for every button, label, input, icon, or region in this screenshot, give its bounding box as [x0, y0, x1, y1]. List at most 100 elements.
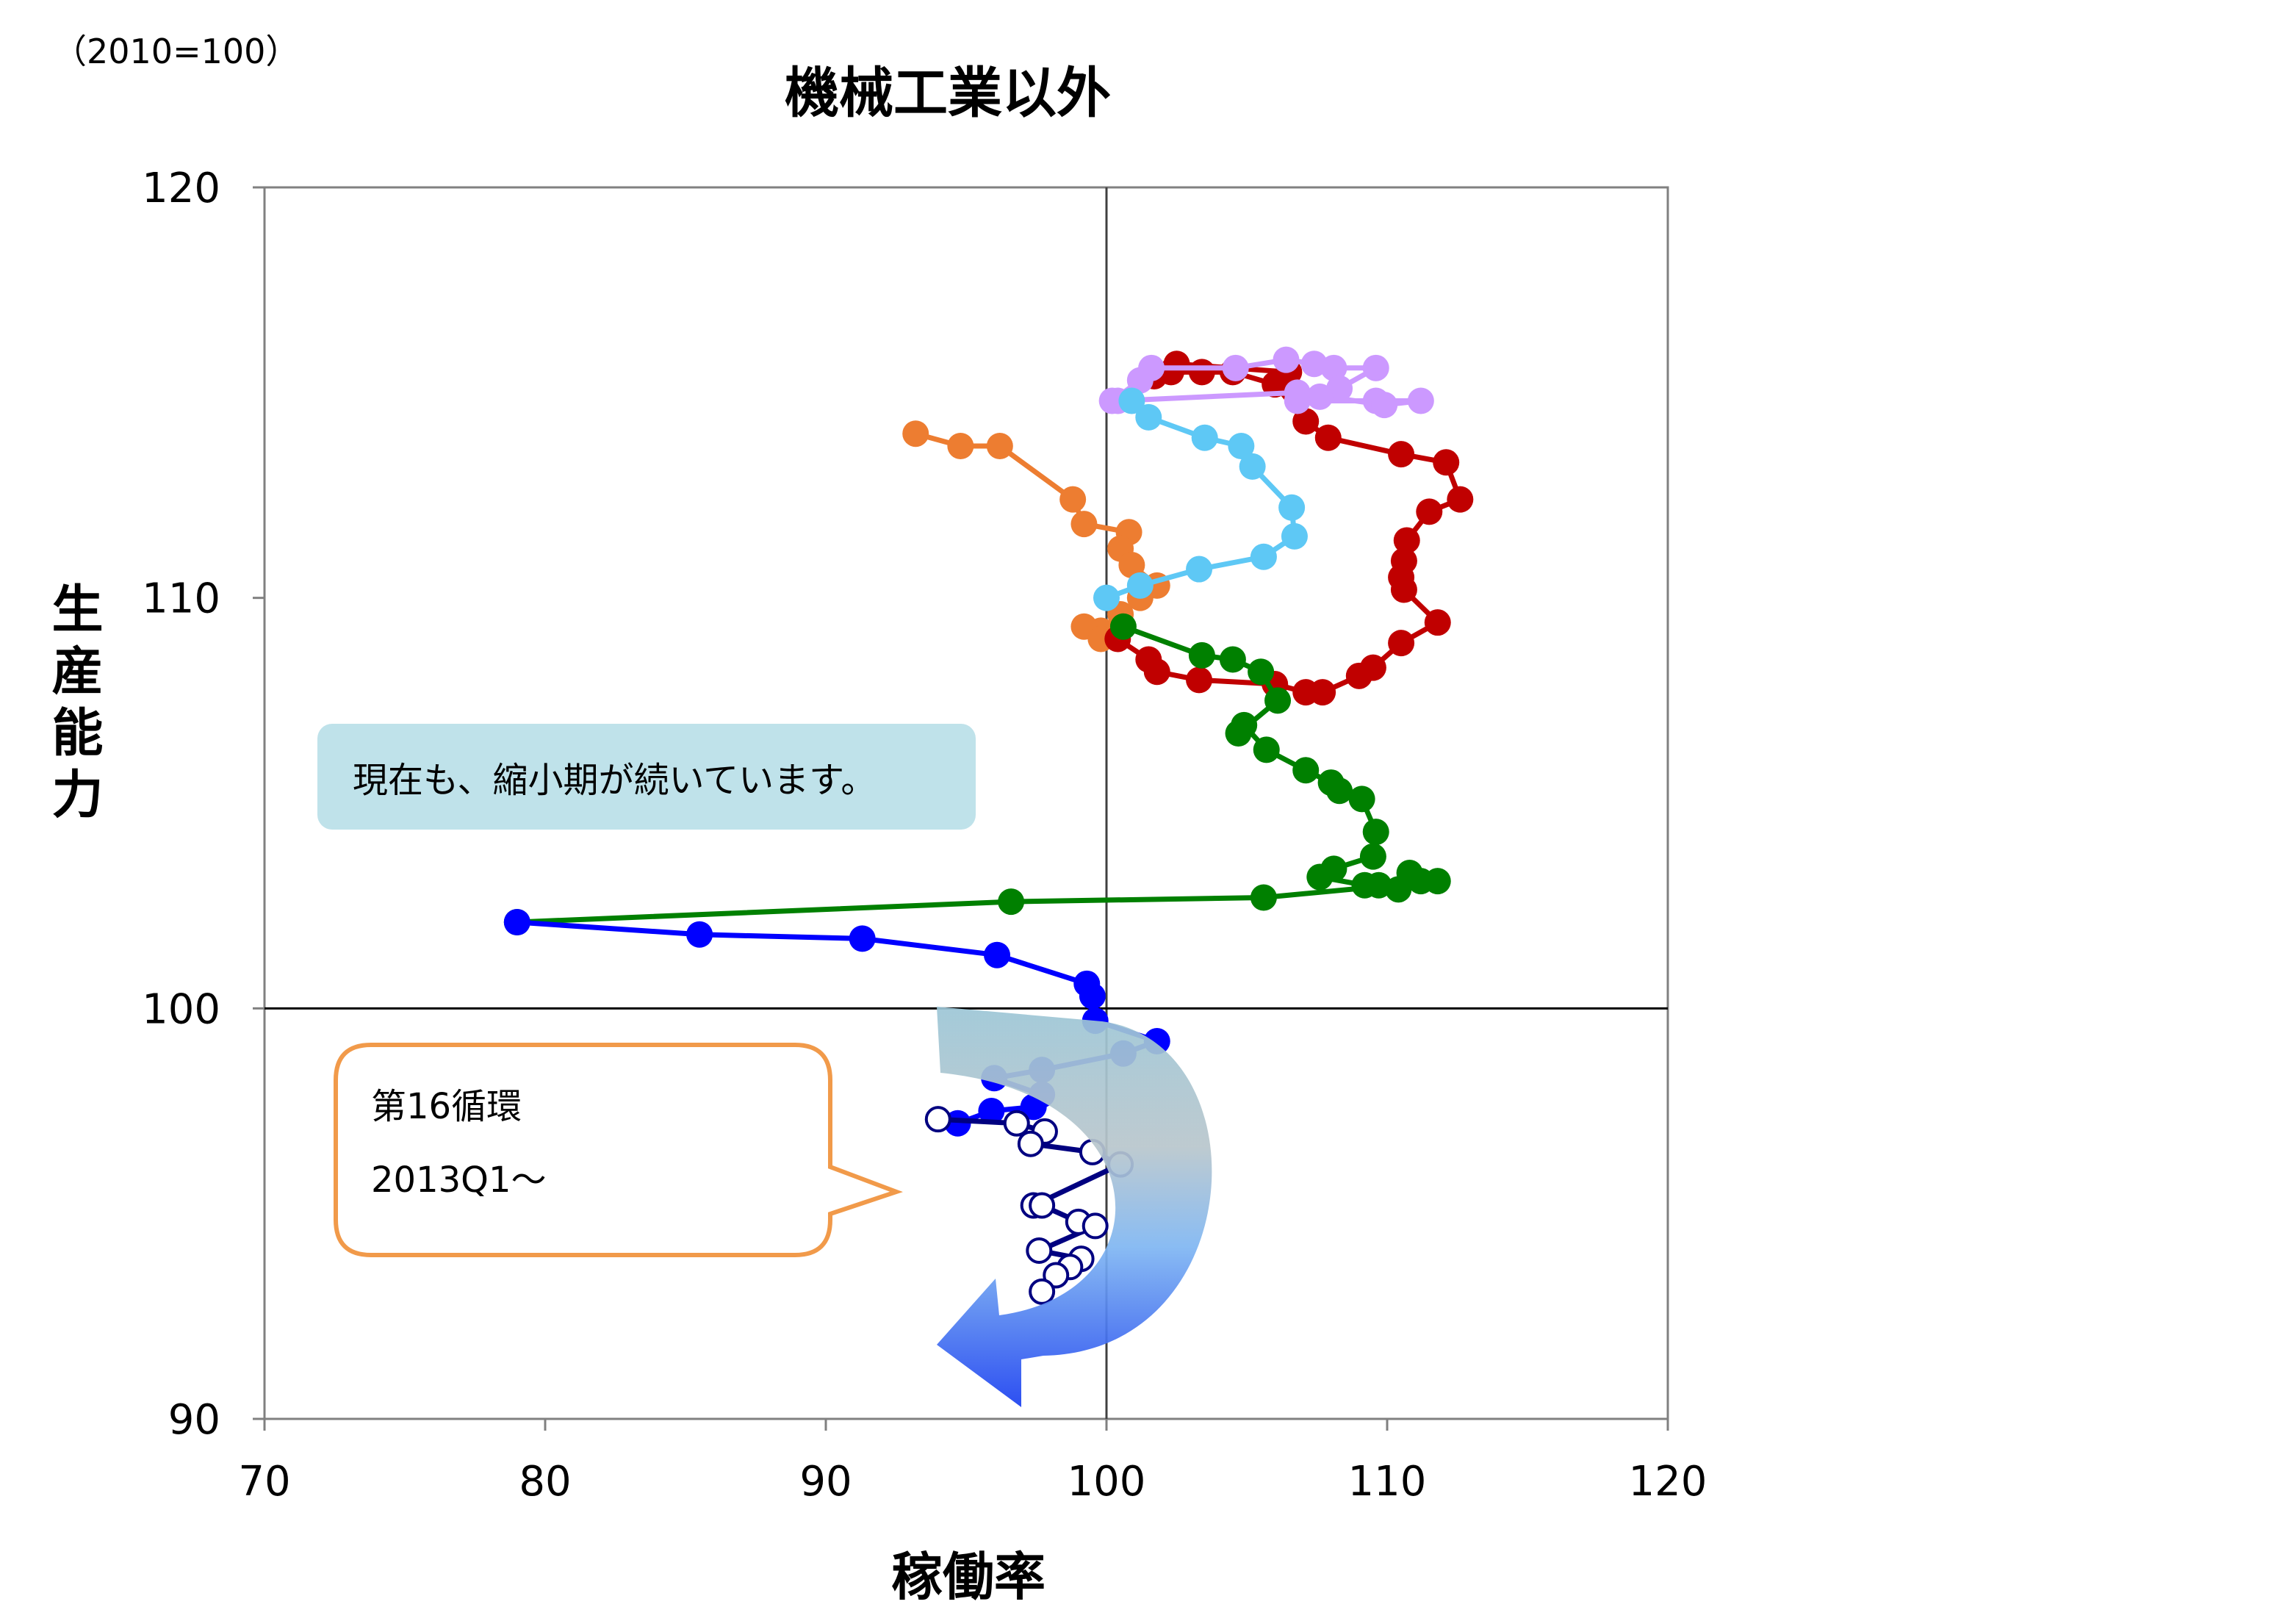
data-point [1359, 654, 1386, 681]
data-point [986, 432, 1013, 459]
data-point [998, 888, 1025, 916]
data-point [1026, 1237, 1053, 1264]
data-point [1388, 441, 1415, 468]
data-point [1188, 359, 1215, 386]
data-point [924, 1106, 951, 1133]
y-axis-label: 生産能力 [43, 582, 104, 829]
data-point [1284, 379, 1311, 406]
data-point [1059, 486, 1087, 513]
data-point [1163, 350, 1190, 378]
data-point [1348, 785, 1375, 813]
data-point [1082, 1212, 1109, 1240]
data-point [1292, 757, 1320, 784]
data-point [1326, 777, 1353, 805]
data-point [1118, 551, 1145, 578]
data-point [1186, 556, 1213, 583]
data-point [1278, 494, 1306, 521]
data-point [1433, 449, 1460, 476]
y-tick-label: 120 [142, 165, 220, 212]
data-point [1250, 543, 1277, 570]
data-point [1126, 572, 1154, 599]
data-point [1281, 522, 1308, 550]
y-tick-label: 110 [142, 575, 220, 623]
data-point [1300, 350, 1328, 378]
data-point [1447, 486, 1474, 513]
current-note-text: 現在も、縮小期が続いています。 [353, 760, 876, 801]
data-point [1273, 346, 1300, 373]
data-point [1188, 641, 1215, 669]
data-point [1388, 630, 1415, 657]
data-point [1219, 646, 1246, 673]
axis-ticks: 70 80 90 100 110 120 90 100 110 120 [142, 165, 1707, 1506]
data-point [1191, 424, 1218, 451]
data-point [1407, 387, 1434, 414]
data-point [1424, 609, 1451, 636]
data-point [1393, 527, 1420, 554]
data-point [1359, 843, 1386, 870]
data-point [1239, 453, 1266, 480]
x-tick-label: 110 [1348, 1458, 1427, 1506]
data-point [1029, 1192, 1056, 1219]
data-point [984, 941, 1011, 968]
unit-note: （2010=100） [53, 32, 299, 71]
data-point [1017, 1130, 1044, 1157]
data-point [1264, 687, 1292, 714]
current-note-background [317, 724, 976, 830]
data-point [1228, 432, 1255, 459]
data-point [1371, 392, 1398, 419]
data-point [1306, 863, 1334, 891]
y-tick-label: 90 [168, 1396, 220, 1444]
data-point [1138, 354, 1165, 381]
cycle-arrow-icon [937, 1007, 1212, 1407]
x-tick-label: 70 [238, 1458, 290, 1506]
data-point [978, 1098, 1005, 1124]
data-point [1320, 354, 1347, 381]
cycle-callout-line2: 2013Q1～ [371, 1160, 546, 1201]
data-point [1109, 613, 1137, 640]
data-point [1314, 424, 1342, 451]
data-point [1093, 584, 1120, 611]
data-point [1118, 387, 1145, 414]
chart-title: 機械工業以外 [785, 62, 1111, 125]
x-tick-label: 80 [519, 1458, 571, 1506]
series-4 [503, 613, 1451, 936]
data-point [1416, 498, 1443, 525]
data-point [1306, 383, 1334, 410]
x-tick-label: 100 [1068, 1458, 1146, 1506]
data-point [947, 432, 974, 459]
data-point [1309, 679, 1336, 706]
cycle-callout: 第16循環 2013Q1～ [334, 1043, 903, 1257]
data-point [686, 921, 713, 948]
x-axis-label: 稼働率 [891, 1547, 1046, 1607]
current-note-box: 現在も、縮小期が続いています。 [317, 724, 976, 830]
data-point [1043, 1262, 1070, 1289]
data-point [902, 420, 929, 447]
data-point [1079, 982, 1106, 1010]
cycle-callout-line1: 第16循環 [371, 1086, 522, 1127]
data-point [1222, 354, 1249, 381]
cycle-callout-bubble [334, 1043, 903, 1257]
data-point [1003, 1110, 1030, 1137]
data-point [944, 1110, 971, 1137]
data-point [1135, 403, 1162, 431]
series-line [1110, 357, 1424, 408]
data-point [1253, 736, 1280, 763]
data-point [1362, 354, 1389, 381]
data-point [1186, 666, 1213, 694]
series-3 [1093, 387, 1308, 611]
data-point [1070, 511, 1098, 538]
data-point [503, 909, 530, 936]
data-point [1365, 871, 1392, 899]
data-point [1143, 658, 1170, 686]
x-tick-label: 90 [799, 1458, 852, 1506]
data-point [1292, 408, 1320, 435]
series-2 [1098, 346, 1434, 419]
data-point [1424, 868, 1451, 895]
data-point [849, 925, 876, 952]
y-tick-label: 100 [142, 985, 220, 1033]
x-tick-label: 120 [1629, 1458, 1707, 1506]
data-point [1029, 1278, 1056, 1305]
data-point [1248, 658, 1275, 686]
data-point [1362, 819, 1389, 846]
